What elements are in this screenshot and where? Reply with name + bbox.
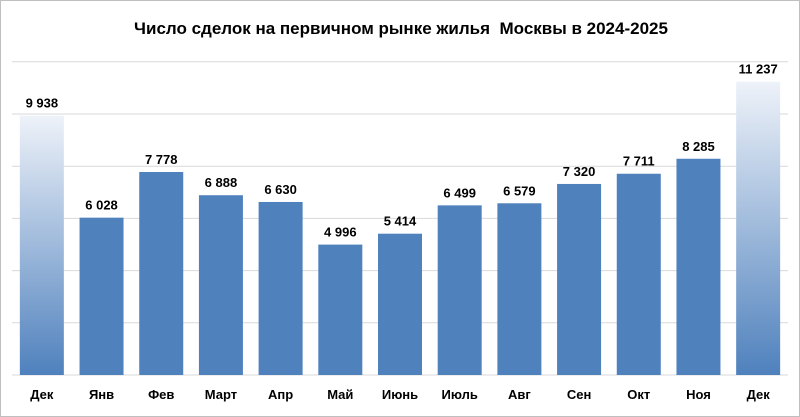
x-tick-label: Май xyxy=(327,387,353,402)
bar-value-label: 7 711 xyxy=(623,154,655,169)
bar xyxy=(557,183,602,375)
bar xyxy=(437,205,482,375)
x-tick-label: Июнь xyxy=(382,387,418,402)
x-tick-label: Фев xyxy=(148,387,174,402)
x-tick-label: Дек xyxy=(30,387,54,402)
bar-value-label: 6 630 xyxy=(264,182,297,197)
bar xyxy=(497,203,542,375)
bar-value-label: 9 938 xyxy=(26,96,59,111)
x-tick-label: Июль xyxy=(442,387,478,402)
bar-value-label: 11 237 xyxy=(739,62,778,77)
bar xyxy=(318,244,363,375)
bar-value-label: 7 320 xyxy=(563,164,596,179)
chart-title: Число сделок на первичном рынке жилья Мо… xyxy=(134,19,668,38)
x-tick-label: Янв xyxy=(89,387,114,402)
x-tick-labels: Дек Янв Фев Март Апр Май Июнь Июль Авг Сен Окт Ноя Д… xyxy=(30,387,770,402)
x-tick-label: Окт xyxy=(627,387,650,402)
bars xyxy=(19,81,781,376)
bar-value-label: 6 028 xyxy=(85,198,118,213)
x-tick-label: Апр xyxy=(268,387,293,402)
bar-value-label: 6 499 xyxy=(443,185,476,200)
x-tick-label: Март xyxy=(205,387,237,402)
x-tick-label: Авг xyxy=(508,387,531,402)
x-tick-label: Сен xyxy=(567,387,591,402)
bar xyxy=(378,233,422,375)
bar xyxy=(676,158,721,375)
bar-value-label: 7 778 xyxy=(145,152,178,167)
value-labels: 9 938 6 028 7 778 6 888 6 630 4 996 5 414 6 499… xyxy=(26,62,778,240)
bar-value-label: 8 285 xyxy=(682,139,715,154)
bar xyxy=(198,195,243,375)
bar-value-label: 5 414 xyxy=(384,214,417,229)
bar xyxy=(736,81,781,376)
x-tick-label: Дек xyxy=(747,387,771,402)
bar-value-label: 6 579 xyxy=(503,183,536,198)
bar xyxy=(258,201,303,375)
bar-value-label: 4 996 xyxy=(324,225,357,240)
bar xyxy=(79,217,124,375)
x-tick-label: Ноя xyxy=(686,387,711,402)
bar xyxy=(139,171,184,375)
bar xyxy=(616,173,661,375)
bar-value-label: 6 888 xyxy=(205,175,238,190)
bar xyxy=(19,115,64,376)
